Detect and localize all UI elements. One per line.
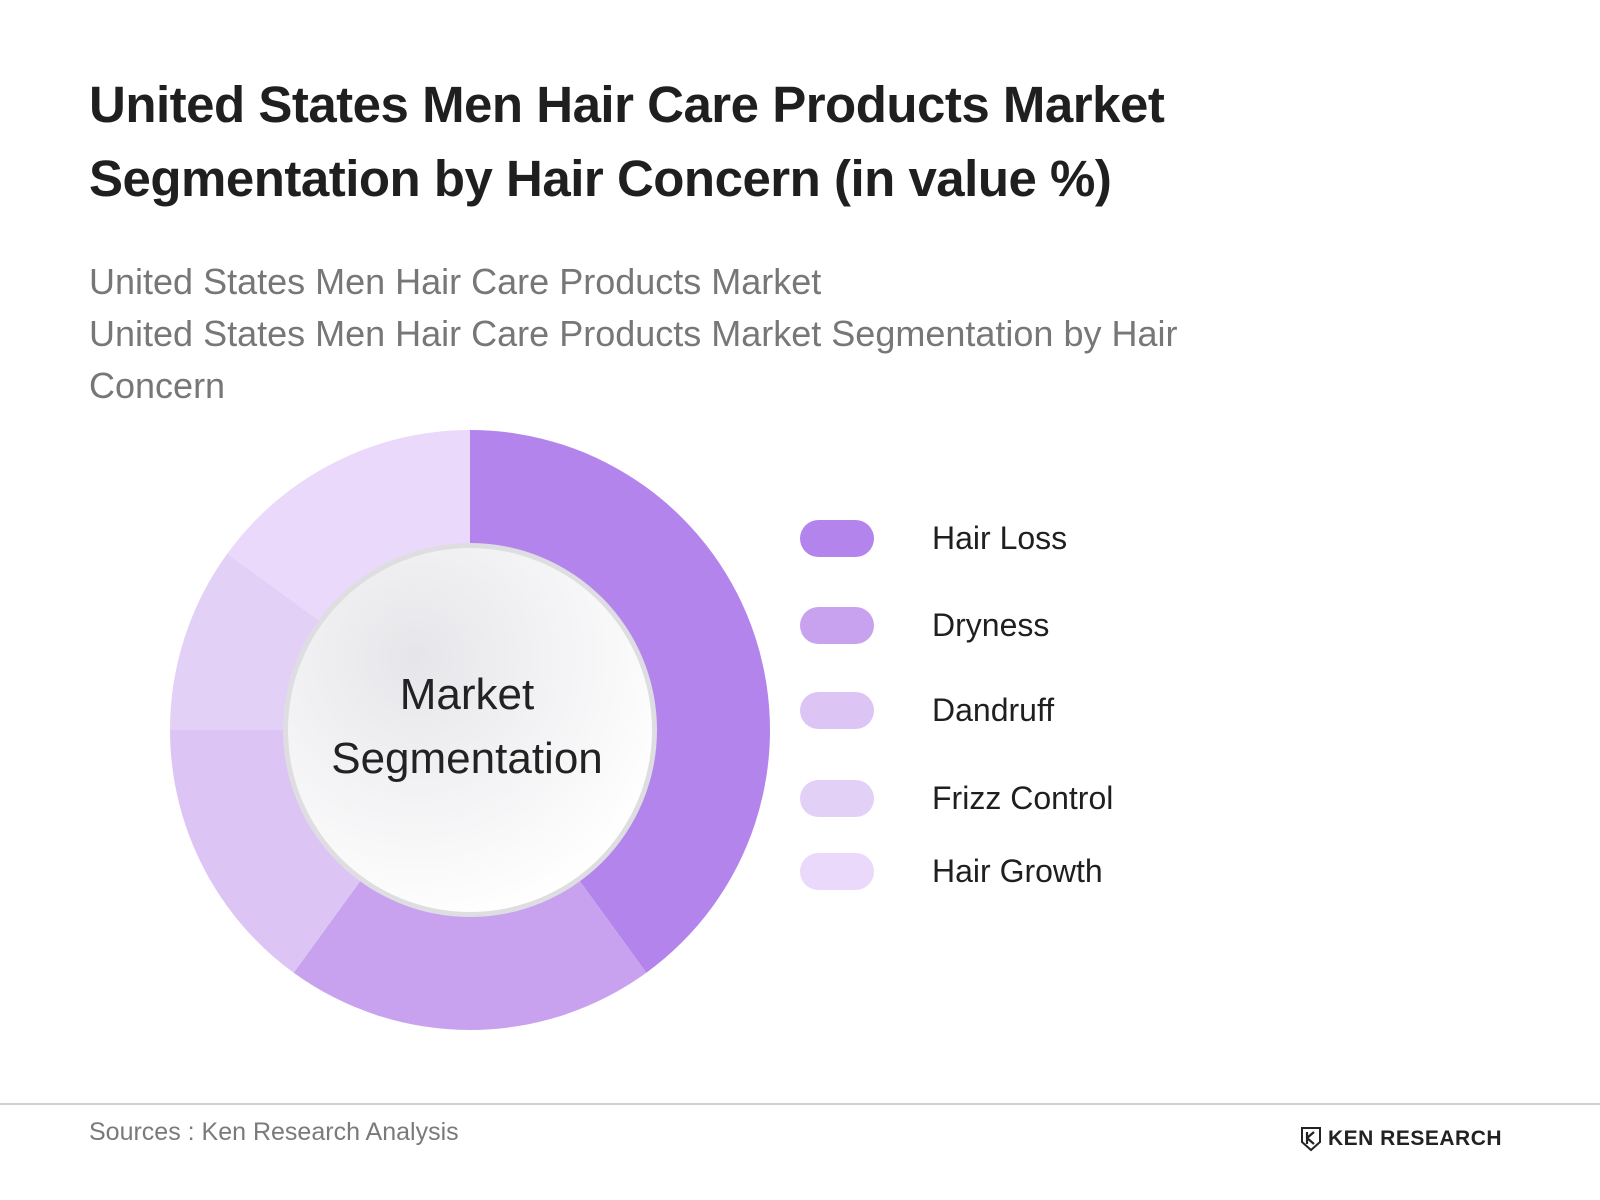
slice-dryness [293, 867, 647, 1030]
legend-swatch [800, 691, 874, 729]
legend-label: Dryness [932, 606, 1050, 643]
logo-text: KEN RESEARCH [1328, 1127, 1503, 1150]
subtitle: United States Men Hair Care Products Mar… [89, 256, 1289, 412]
legend-item: Frizz Control [800, 778, 1113, 818]
legend-item: Dryness [800, 605, 1049, 645]
legend-label: Hair Loss [932, 519, 1068, 556]
donut-chart-svg [170, 430, 771, 1030]
legend-swatch [800, 779, 874, 817]
subtitle-line-1: United States Men Hair Care Products Mar… [89, 261, 822, 302]
donut-chart [160, 420, 780, 1040]
subtitle-line-2: United States Men Hair Care Products Mar… [89, 313, 1178, 406]
legend-label: Frizz Control [932, 779, 1114, 816]
ken-research-logo: KEN RESEARCH [1300, 1124, 1502, 1154]
slice-dandruff [170, 730, 371, 973]
footer-divider [0, 1103, 1600, 1105]
center-circle [288, 548, 652, 912]
legend-label: Dandruff [932, 691, 1055, 728]
legend-item: Hair Growth [800, 851, 1103, 891]
ken-research-logo-mark [1301, 1127, 1321, 1152]
legend-swatch [800, 852, 874, 890]
legend-item: Dandruff [800, 690, 1054, 730]
source-note: Sources : Ken Research Analysis [89, 1118, 459, 1146]
slice-hair-growth [227, 430, 470, 631]
page-title: United States Men Hair Care Products Mar… [89, 76, 1165, 207]
legend-item: Hair Loss [800, 518, 1067, 558]
legend-swatch [800, 519, 874, 557]
legend-label: Hair Growth [932, 852, 1103, 889]
legend-swatch [800, 606, 874, 644]
